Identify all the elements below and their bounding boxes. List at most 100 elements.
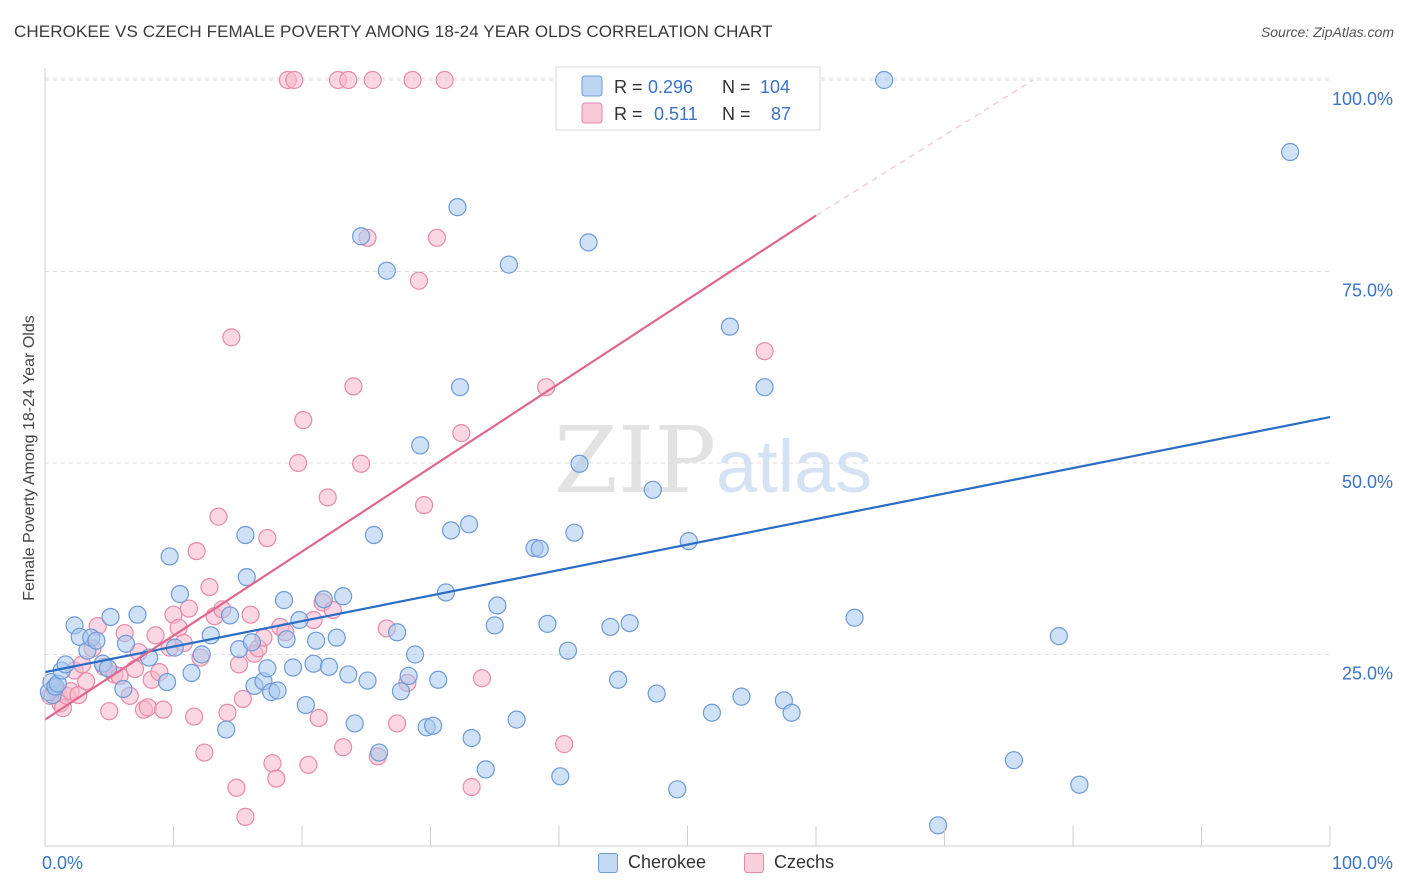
grid-layer xyxy=(45,77,1330,655)
legend-swatch-cherokee xyxy=(598,852,618,873)
source-label: Source: ZipAtlas.com xyxy=(1260,24,1394,40)
cherokee-point xyxy=(755,378,774,397)
cherokee-point xyxy=(370,743,389,762)
cherokee-point xyxy=(283,658,303,677)
czechs-point xyxy=(755,342,774,361)
legend-n-value: 87 xyxy=(771,104,791,124)
cherokee-point xyxy=(170,584,190,604)
cherokee-point xyxy=(476,760,495,779)
czechs-point xyxy=(435,70,454,90)
cherokee-point xyxy=(429,670,448,689)
cherokee-point xyxy=(242,633,261,652)
legend-r-label: R = xyxy=(614,104,643,124)
legend-r-label: R = xyxy=(614,77,643,97)
cherokee-point xyxy=(732,687,751,706)
czechs-point xyxy=(344,377,363,396)
cherokee-point xyxy=(304,654,323,673)
czechs-point xyxy=(125,659,145,679)
y-tick-label: 25.0% xyxy=(1342,664,1393,684)
czechs-point xyxy=(289,453,308,473)
cherokee-point xyxy=(387,623,407,642)
cherokee-point xyxy=(258,659,277,678)
trend-layer xyxy=(44,79,1331,721)
cherokee-point xyxy=(237,568,256,587)
axis-layer: 25.0% 50.0% 75.0% 100.0% 0.0% 100.0% xyxy=(42,68,1393,873)
y-tick-label: 75.0% xyxy=(1342,281,1393,301)
legend-r-value: 0.296 xyxy=(648,77,693,97)
legend-top: R = 0.296 N = 104 R = 0.511 N = 87 xyxy=(555,66,821,131)
czechs-point xyxy=(299,755,318,774)
czechs-point xyxy=(339,70,358,90)
cherokee-point xyxy=(609,670,628,689)
cherokee-point xyxy=(157,672,177,692)
czechs-point xyxy=(294,411,313,430)
cherokee-point xyxy=(845,608,864,627)
czechs-point xyxy=(200,577,219,597)
czechs-point xyxy=(334,738,353,757)
cherokee-point xyxy=(236,525,255,545)
cherokee-point xyxy=(391,682,411,701)
cherokee-point xyxy=(558,641,578,660)
cherokee-point xyxy=(601,617,620,637)
cherokee-point xyxy=(377,261,396,280)
cherokee-point xyxy=(319,657,339,676)
cherokee-point xyxy=(116,634,136,653)
cherokee-point xyxy=(128,605,147,624)
cherokee-point xyxy=(928,816,948,835)
czechs-point xyxy=(229,655,249,674)
cherokee-point xyxy=(499,255,518,274)
cherokee-point xyxy=(488,596,507,615)
czechs-point xyxy=(462,777,481,797)
czechs-point xyxy=(309,708,328,728)
cherokee-trend-line xyxy=(44,415,1331,674)
legend-r-value: 0.511 xyxy=(654,104,698,124)
cherokee-point xyxy=(268,681,287,700)
cherokee-point xyxy=(875,70,894,90)
czechs-point xyxy=(258,528,277,548)
cherokee-point xyxy=(647,684,666,703)
czechs-point xyxy=(195,743,214,762)
cherokee-point xyxy=(441,521,461,540)
cherokee-point xyxy=(702,703,722,722)
watermark-atlas: atlas xyxy=(716,425,872,508)
czechs-trend-line xyxy=(44,214,817,721)
cherokee-point xyxy=(551,767,570,786)
czechs-point xyxy=(452,424,471,443)
cherokee-point xyxy=(450,378,470,397)
x-tick-label-max: 100.0% xyxy=(1332,853,1393,873)
cherokee-point xyxy=(87,631,106,650)
czechs-point xyxy=(154,700,173,719)
czechs-point xyxy=(555,735,574,754)
czechs-point xyxy=(100,702,119,721)
cherokee-point xyxy=(570,454,589,473)
cherokee-point xyxy=(1281,142,1300,162)
cherokee-points xyxy=(39,70,1300,835)
cherokee-point xyxy=(334,587,353,606)
cherokee-point xyxy=(538,614,557,633)
legend-n-label: N = xyxy=(722,77,751,97)
legend-bottom: Cherokee Czechs xyxy=(0,852,1406,876)
legend-item-czechs: Czechs xyxy=(744,852,834,873)
cherokee-point xyxy=(101,607,120,627)
legend-label-czechs: Czechs xyxy=(774,852,835,872)
cherokee-point xyxy=(411,436,430,455)
cherokee-point xyxy=(327,628,346,647)
cherokee-point xyxy=(565,523,584,542)
cherokee-point xyxy=(579,233,598,252)
cherokee-point xyxy=(399,666,418,686)
legend-swatch-cherokee xyxy=(581,75,603,97)
cherokee-point xyxy=(1004,751,1023,770)
czechs-point xyxy=(414,496,434,515)
czechs-point xyxy=(222,328,241,347)
cherokee-point xyxy=(448,198,467,217)
czechs-point xyxy=(472,669,491,688)
cherokee-point xyxy=(220,606,240,625)
czechs-point xyxy=(427,228,447,247)
czechs-point xyxy=(409,271,429,290)
cherokee-point xyxy=(274,591,294,610)
cherokee-point xyxy=(192,645,211,664)
cherokee-point xyxy=(277,630,296,649)
czechs-point xyxy=(77,672,96,691)
cherokee-point xyxy=(679,532,698,551)
